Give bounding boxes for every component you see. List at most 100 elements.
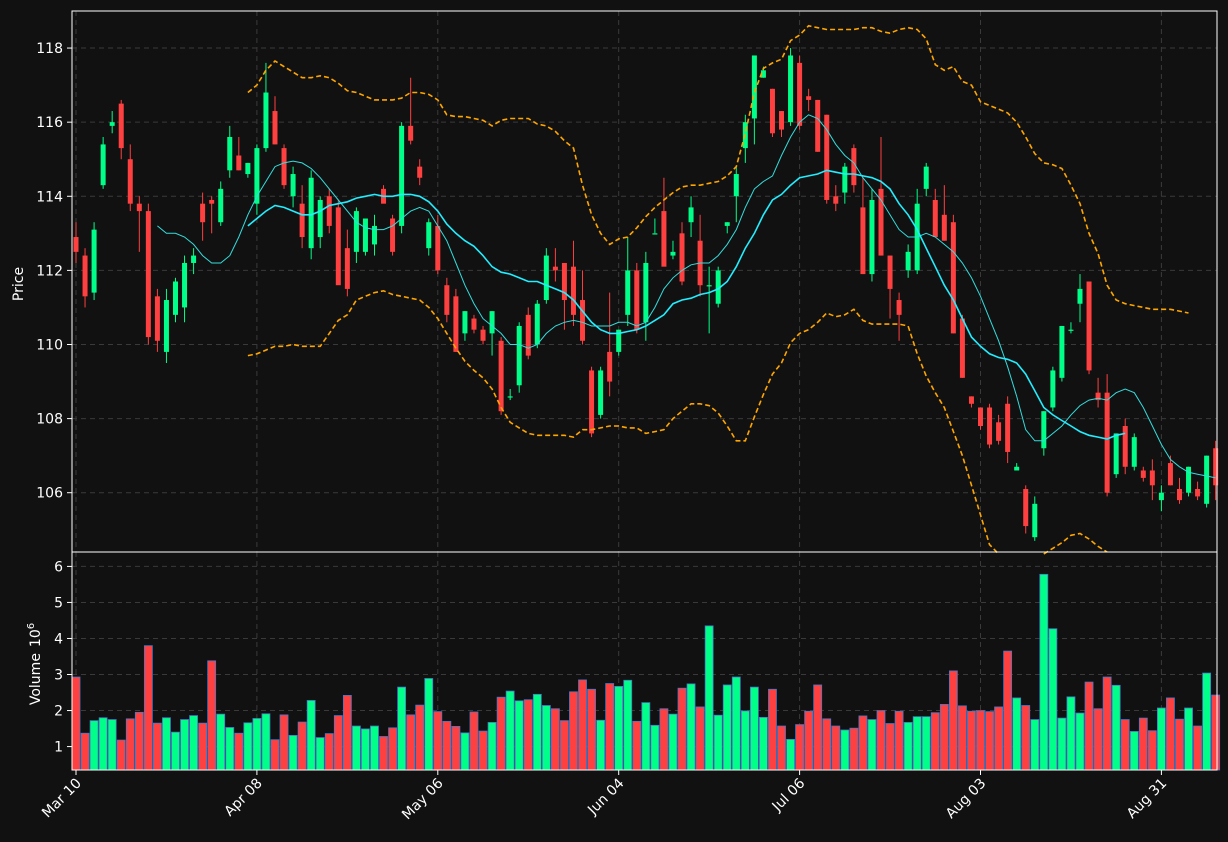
- volume-bar: [107, 719, 117, 771]
- volume-axis-ticks: 1 2 3 4 5 6: [54, 559, 72, 756]
- candle-body: [82, 255, 88, 297]
- volume-bar: [1102, 676, 1112, 771]
- candle-body: [209, 199, 215, 204]
- volume-bar: [704, 625, 714, 771]
- volume-bar: [207, 660, 217, 771]
- candle-body: [652, 233, 658, 235]
- candle-body: [552, 266, 558, 271]
- volume-bar: [1193, 725, 1202, 771]
- volume-bar: [415, 704, 425, 771]
- volume-bar: [351, 725, 361, 771]
- volume-bar: [487, 722, 497, 771]
- candle-body: [1113, 433, 1119, 475]
- volume-bar: [1138, 717, 1148, 771]
- volume-bar: [903, 722, 913, 771]
- volume-bar: [424, 678, 434, 771]
- candle-body: [625, 270, 631, 315]
- candle-body: [462, 311, 468, 334]
- volume-bar: [1048, 628, 1058, 771]
- volume-bar: [1084, 681, 1094, 771]
- indicator-overlays: [157, 24, 1216, 555]
- volume-bar: [324, 733, 334, 771]
- candle-body: [1149, 470, 1155, 486]
- candle-body: [263, 92, 269, 149]
- volume-bar: [876, 710, 886, 771]
- volume-bar: [1057, 717, 1067, 771]
- volume-bar: [985, 711, 994, 771]
- candle-body: [73, 237, 79, 252]
- candle-body: [905, 251, 911, 271]
- volume-bar: [967, 710, 976, 771]
- price-axis-ticks: 106 108 110 112 114 116 118: [36, 41, 72, 502]
- candle-body: [227, 136, 233, 171]
- volume-bar: [885, 723, 895, 771]
- volume-bar: [469, 711, 479, 771]
- candle-body: [371, 225, 377, 245]
- volume-bar: [560, 720, 569, 771]
- candle-body: [1122, 426, 1128, 467]
- volume-bar: [406, 714, 416, 771]
- volume-bar: [759, 716, 768, 771]
- volume-bar: [795, 724, 804, 771]
- candle-body: [580, 300, 586, 341]
- volume-bar: [496, 696, 506, 771]
- volume-bar: [976, 710, 985, 771]
- candle-body: [408, 125, 414, 141]
- volume-bar: [342, 695, 352, 771]
- volume-bar: [804, 710, 814, 771]
- volume-bar: [1012, 697, 1022, 771]
- candle-body: [1014, 466, 1020, 471]
- volume-axis-label-text: Volume: [28, 653, 44, 705]
- volume-bar: [912, 716, 922, 771]
- volume-bar: [831, 725, 841, 771]
- candle-body: [435, 225, 441, 271]
- volume-bar: [677, 687, 687, 771]
- volume-bar: [1157, 707, 1166, 771]
- volume-bar: [1066, 696, 1076, 771]
- candle-body: [887, 255, 893, 289]
- volume-bar: [722, 684, 732, 771]
- candle-body: [896, 300, 902, 315]
- candle-body: [598, 370, 604, 415]
- volume-bar: [632, 720, 642, 771]
- candle-body: [109, 122, 115, 126]
- candle-body: [769, 88, 775, 134]
- bollinger-lower-tail-line: [1043, 532, 1108, 555]
- volume-panel-frame: [71, 551, 1218, 771]
- price-tick-label: 114: [36, 189, 63, 205]
- volume-bar: [315, 737, 325, 771]
- volume-bar: [614, 686, 624, 771]
- volume-bar: [1030, 719, 1040, 771]
- candle-body: [1186, 466, 1192, 493]
- volume-axis-exponent: 6: [26, 623, 37, 629]
- candle-body: [670, 251, 676, 256]
- candle-body: [570, 266, 576, 315]
- candle-body: [290, 174, 296, 197]
- candle-body: [353, 211, 359, 252]
- candle-body: [833, 196, 839, 204]
- candle-body: [480, 329, 486, 341]
- volume-bar: [1202, 672, 1212, 771]
- volume-bar: [668, 713, 678, 771]
- volume-bar: [234, 732, 244, 771]
- candle-body: [281, 148, 287, 186]
- volume-axis-label: Volume106: [26, 623, 44, 705]
- price-tick-label: 116: [36, 115, 63, 131]
- volume-bar: [523, 699, 533, 771]
- candle-body: [561, 262, 567, 301]
- candle-body: [1041, 411, 1047, 449]
- candle-body: [245, 162, 251, 175]
- candle-body: [679, 233, 685, 282]
- volume-bar: [306, 700, 316, 771]
- candle-body: [1195, 489, 1201, 497]
- candle-body: [344, 248, 350, 289]
- candle-body: [797, 62, 803, 126]
- volume-bar: [279, 714, 289, 771]
- price-tick-label: 110: [36, 337, 63, 353]
- volume-bar: [514, 700, 524, 771]
- candle-body: [923, 166, 929, 189]
- candle-body: [959, 318, 965, 378]
- volume-bar: [578, 679, 587, 771]
- candle-body: [1140, 470, 1146, 478]
- candle-body: [1059, 325, 1065, 378]
